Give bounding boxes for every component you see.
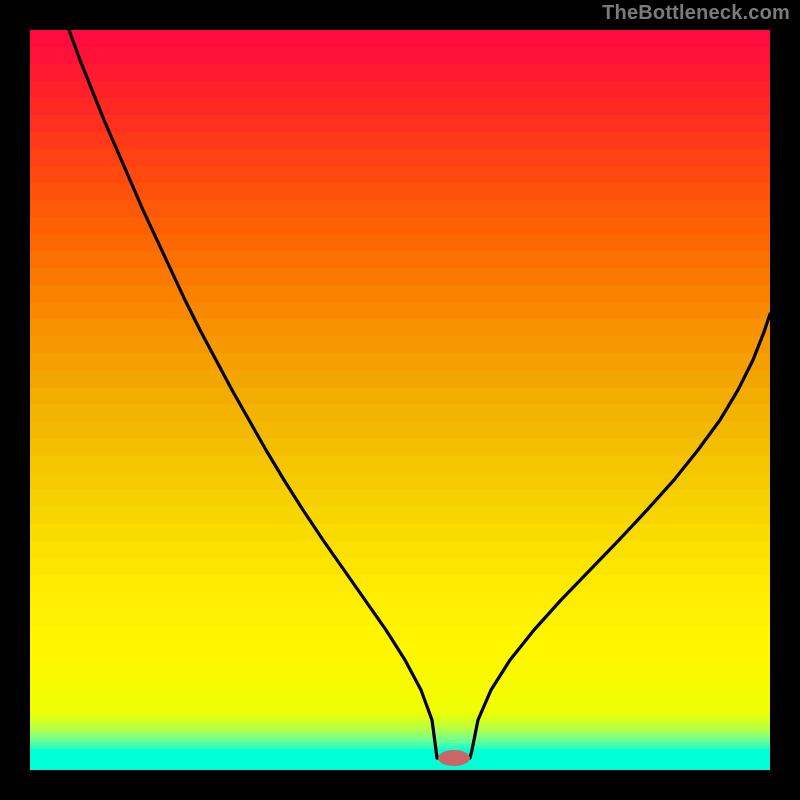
- gradient-band: [30, 370, 770, 388]
- gradient-band: [30, 30, 770, 48]
- gradient-band: [30, 234, 770, 252]
- gradient-band: [30, 575, 770, 593]
- gradient-band: [30, 677, 770, 695]
- gradient-band: [30, 404, 770, 422]
- gradient-band: [30, 558, 770, 576]
- gradient-band: [30, 694, 770, 712]
- gradient-band: [30, 387, 770, 405]
- gradient-band: [30, 336, 770, 354]
- watermark-text: TheBottleneck.com: [602, 2, 790, 25]
- gradient-band: [30, 438, 770, 456]
- gradient-band: [30, 302, 770, 320]
- border-right: [770, 0, 800, 800]
- gradient-band: [30, 115, 770, 133]
- gradient-band: [30, 609, 770, 627]
- gradient-band: [30, 626, 770, 644]
- gradient-band: [30, 507, 770, 525]
- gradient-band: [30, 251, 770, 269]
- gradient-band: [30, 524, 770, 542]
- gradient-band: [30, 456, 770, 474]
- gradient-band: [30, 166, 770, 184]
- gradient-band: [30, 268, 770, 286]
- gradient-band: [30, 319, 770, 337]
- chart-stage: TheBottleneck.com: [0, 0, 800, 800]
- chart-svg: [0, 0, 800, 800]
- gradient-band: [30, 132, 770, 150]
- border-left: [0, 0, 30, 800]
- gradient-band: [30, 98, 770, 116]
- gradient-band: [30, 81, 770, 99]
- gradient-band: [30, 660, 770, 678]
- gradient-band: [30, 592, 770, 610]
- gradient-band: [30, 473, 770, 491]
- gradient-band: [30, 421, 770, 439]
- gradient-band: [30, 149, 770, 167]
- gradient-band: [30, 353, 770, 371]
- minimum-marker: [438, 750, 470, 766]
- gradient-band: [30, 285, 770, 303]
- green-band: [30, 749, 770, 771]
- border-bottom: [0, 770, 800, 800]
- gradient-band: [30, 183, 770, 201]
- gradient-band: [30, 541, 770, 559]
- gradient-band: [30, 64, 770, 82]
- gradient-band: [30, 47, 770, 65]
- gradient-band: [30, 217, 770, 235]
